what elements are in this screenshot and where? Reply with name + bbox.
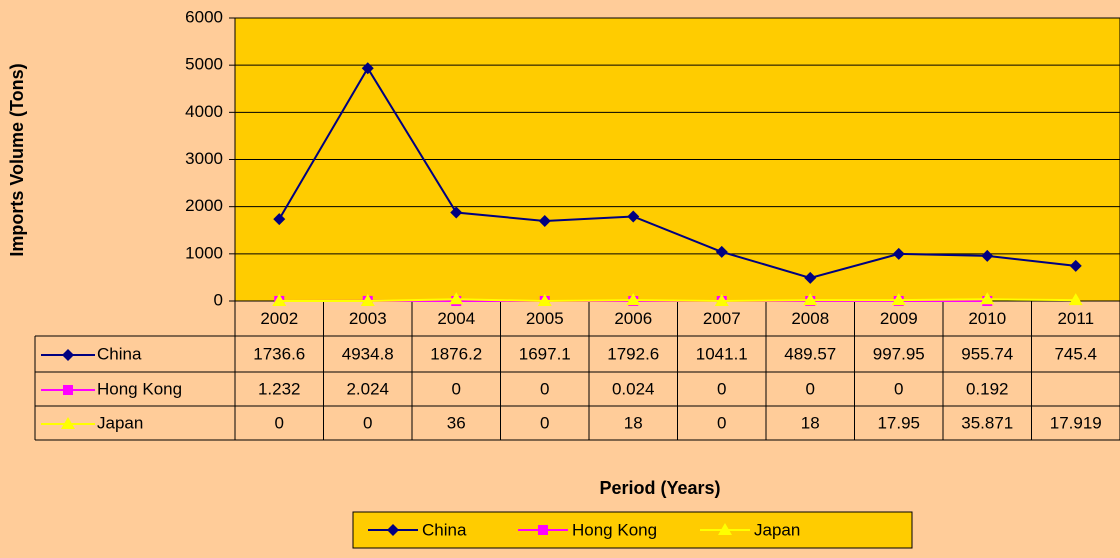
table-cell: 1792.6 <box>607 344 659 363</box>
legend-label: Hong Kong <box>572 520 657 539</box>
data-point <box>718 523 732 535</box>
x-tick-label: 2008 <box>791 309 829 328</box>
table-cell: 0 <box>717 413 726 432</box>
data-point <box>627 210 640 223</box>
data-point <box>273 213 286 226</box>
table-cell: 2.024 <box>346 379 389 398</box>
data-point <box>538 214 551 227</box>
table-cell: 1041.1 <box>696 344 748 363</box>
table-cell: 0 <box>275 413 284 432</box>
data-point <box>361 62 374 75</box>
table-cell: 36 <box>447 413 466 432</box>
table-cell: 0 <box>806 379 815 398</box>
table-cell: 35.871 <box>961 413 1013 432</box>
table-cell: 0 <box>540 379 549 398</box>
x-tick-label: 2005 <box>526 309 564 328</box>
data-point <box>715 245 728 258</box>
table-row-label: Hong Kong <box>97 379 182 398</box>
table-cell: 1736.6 <box>253 344 305 363</box>
data-point <box>891 293 906 306</box>
x-tick-label: 2003 <box>349 309 387 328</box>
table-cell: 997.95 <box>873 344 925 363</box>
legend-label: Japan <box>754 520 800 539</box>
data-point <box>714 294 729 306</box>
data-point <box>360 294 375 306</box>
y-tick-label: 3000 <box>185 149 223 168</box>
table-cell: 745.4 <box>1054 344 1097 363</box>
table-cell: 955.74 <box>961 344 1013 363</box>
data-point <box>1069 259 1082 272</box>
y-tick-label: 0 <box>214 290 223 309</box>
x-axis-label: Period (Years) <box>599 478 720 498</box>
x-tick-label: 2010 <box>968 309 1006 328</box>
table-cell: 0 <box>894 379 903 398</box>
data-point <box>537 294 552 306</box>
data-point <box>980 292 995 305</box>
table-cell: 18 <box>801 413 820 432</box>
x-tick-label: 2004 <box>437 309 475 328</box>
legend-box <box>352 511 913 549</box>
table-cell: 17.95 <box>877 413 920 432</box>
table-cell: 1876.2 <box>430 344 482 363</box>
data-point <box>981 249 994 262</box>
series-line <box>279 298 1076 303</box>
y-axis-label: Imports Volume (Tons) <box>7 63 27 256</box>
y-tick-label: 6000 <box>185 7 223 26</box>
data-point <box>892 247 905 260</box>
x-tick-label: 2007 <box>703 309 741 328</box>
data-point <box>272 294 287 306</box>
data-point <box>61 417 75 429</box>
data-point <box>803 293 818 306</box>
x-tick-label: 2006 <box>614 309 652 328</box>
table-cell: 489.57 <box>784 344 836 363</box>
data-point <box>804 271 817 284</box>
data-point <box>62 349 74 361</box>
table-cell: 0 <box>540 413 549 432</box>
table-cell: 1697.1 <box>519 344 571 363</box>
data-point <box>450 206 463 219</box>
data-point <box>449 292 464 305</box>
table-cell: 4934.8 <box>342 344 394 363</box>
y-tick-label: 1000 <box>185 243 223 262</box>
table-cell: 0.192 <box>966 379 1009 398</box>
x-tick-label: 2002 <box>260 309 298 328</box>
table-cell: 1.232 <box>258 379 301 398</box>
table-cell: 0 <box>452 379 461 398</box>
data-point <box>538 525 548 535</box>
y-tick-label: 5000 <box>185 55 223 74</box>
y-tick-label: 2000 <box>185 196 223 215</box>
table-cell: 0 <box>363 413 372 432</box>
data-point <box>63 385 73 395</box>
table-row-label: Japan <box>97 413 143 432</box>
table-cell: 17.919 <box>1050 413 1102 432</box>
x-tick-label: 2009 <box>880 309 918 328</box>
table-cell: 0.024 <box>612 379 655 398</box>
table-row-label: China <box>97 344 142 363</box>
legend-label: China <box>422 520 467 539</box>
series-line <box>278 66 1076 279</box>
data-point <box>387 524 399 536</box>
table-cell: 18 <box>624 413 643 432</box>
data-point <box>1068 293 1083 306</box>
table-cell: 0 <box>717 379 726 398</box>
data-point <box>626 293 641 306</box>
y-tick-label: 4000 <box>185 102 223 121</box>
x-tick-label: 2011 <box>1057 309 1094 328</box>
